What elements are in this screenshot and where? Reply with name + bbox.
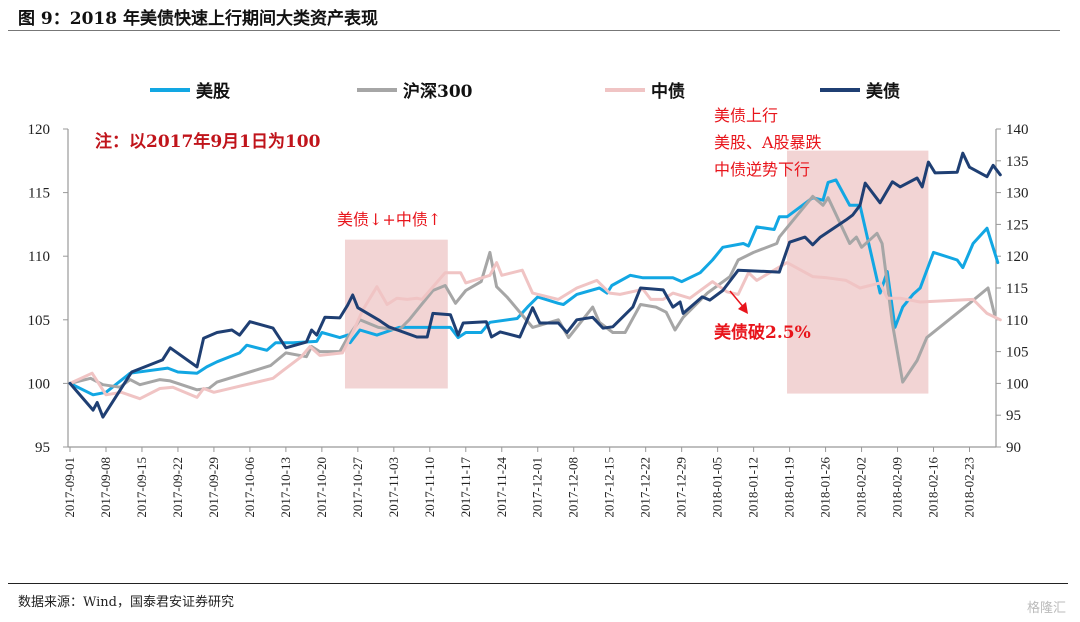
right-tick-label: 100 [1006,376,1029,392]
x-tick-label: 2017-10-20 [314,457,329,518]
legend-label-3: 中债 [651,81,685,102]
right-tick-label: 135 [1006,154,1029,170]
x-tick-label: 2018-02-16 [926,457,941,518]
legend-label-1: 美股 [196,81,230,102]
base-note: 注：以2017年9月1日为100 [95,131,321,152]
x-tick-label: 2017-11-10 [422,457,437,517]
shaded-region-2 [787,150,929,394]
chart: 95 100 105 110 115 120 90 95 100 105 110 115 120 125 1… [28,81,1029,518]
right-tick-label: 110 [1006,313,1028,329]
left-tick-label: 105 [28,313,51,329]
series-line-4 [68,151,1002,419]
region1-annotation: 美债↓+中债↑ [337,210,441,229]
x-tick-label: 2017-09-08 [98,457,113,518]
axes: 95 100 105 110 115 120 90 95 100 105 110 115 120 125 1… [28,122,1029,518]
x-tick-label: 2017-10-27 [350,457,365,518]
x-tick-label: 2018-02-02 [854,457,869,518]
x-tick-label: 2017-12-01 [530,457,545,518]
x-tick-label: 2017-09-22 [170,457,185,518]
x-tick-label: 2017-11-24 [494,457,509,518]
title-divider [8,30,1060,31]
left-tick-label: 120 [28,122,51,138]
region2-annotation-line2: 美股、A股暴跌 [714,133,822,152]
series-line-1 [68,178,1000,397]
x-tick-label: 2017-12-15 [602,457,617,518]
x-tick-label: 2017-09-15 [134,457,149,518]
x-tick-label: 2017-09-01 [62,457,77,518]
right-tick-label: 105 [1006,345,1029,361]
data-source: 数据来源：Wind，国泰君安证券研究 [18,595,234,610]
x-tick-label: 2017-11-03 [386,457,401,517]
right-tick-label: 120 [1006,249,1029,265]
region2-annotation-line3: 中债逆势下行 [714,160,810,179]
region2-annotation-line1: 美债上行 [714,106,778,125]
x-tick-label: 2018-02-09 [890,457,905,518]
left-tick-label: 95 [35,440,50,456]
right-tick-label: 90 [1006,440,1021,456]
x-tick-label: 2017-12-22 [638,457,653,518]
legend: 美股 沪深300 中债 美债 [150,81,900,102]
x-tick-label: 2018-01-05 [710,457,725,518]
x-tick-label: 2017-09-29 [206,457,221,518]
legend-label-2: 沪深300 [403,81,473,102]
x-tick-label: 2017-10-13 [278,457,293,518]
breakout-arrow-head-icon [738,302,748,314]
x-tick-label: 2017-12-29 [674,457,689,518]
breakout-annotation: 美债破2.5% [714,322,811,343]
x-tick-label: 2017-11-17 [458,457,473,518]
footer-divider [8,583,1068,584]
right-tick-label: 140 [1006,122,1029,138]
x-tick-label: 2018-01-19 [782,457,797,518]
x-tick-label: 2018-02-23 [962,457,977,518]
left-tick-label: 100 [28,376,51,392]
left-tick-label: 110 [28,249,50,265]
series-lines [68,151,1002,419]
right-tick-label: 95 [1006,408,1021,424]
left-tick-label: 115 [28,186,50,202]
right-tick-label: 125 [1006,217,1029,233]
series-line-3 [68,261,1002,401]
legend-label-4: 美债 [866,81,900,102]
figure-title: 图 9：2018 年美债快速上行期间大类资产表现 [18,9,378,29]
watermark-logo: 格隆汇 [1026,601,1066,616]
right-tick-label: 115 [1006,281,1028,297]
shaded-regions [344,150,929,394]
x-tick-label: 2018-01-26 [818,457,833,518]
x-tick-label: 2017-12-08 [566,457,581,518]
right-tick-label: 130 [1006,186,1029,202]
x-tick-label: 2018-01-12 [746,457,761,518]
x-tick-label: 2017-10-06 [242,457,257,518]
